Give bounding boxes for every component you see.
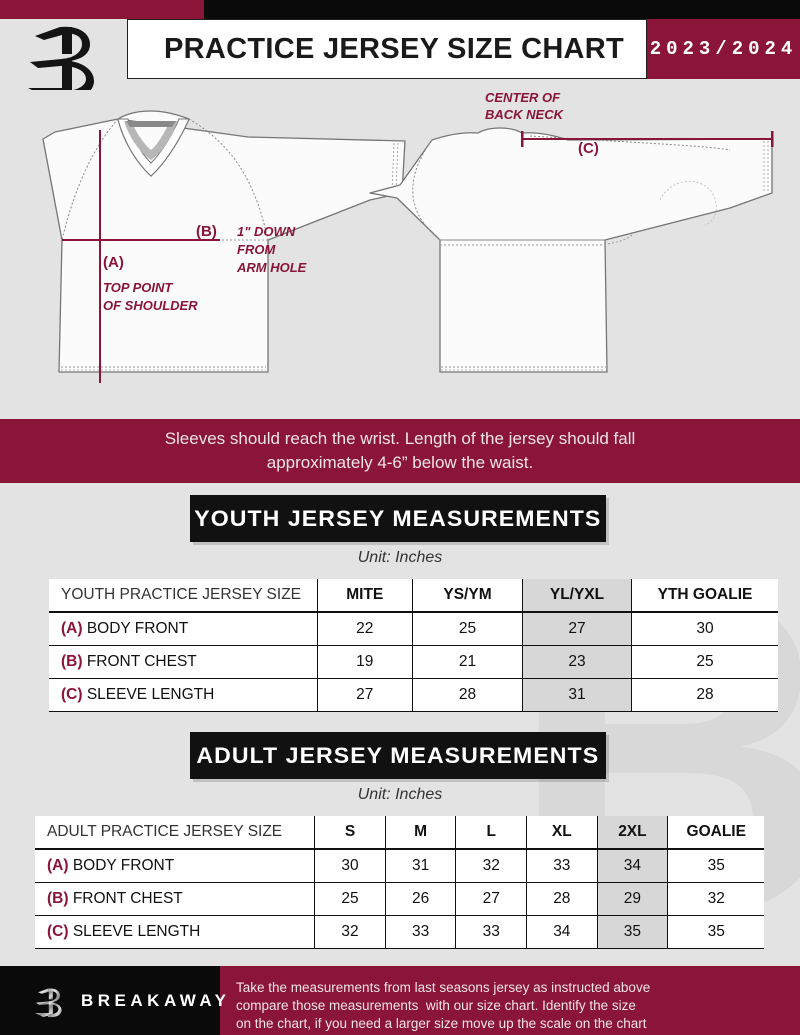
svg-text:TOP POINT: TOP POINT bbox=[103, 280, 173, 295]
svg-text:OF SHOULDER: OF SHOULDER bbox=[103, 298, 198, 313]
svg-text:CENTER OF: CENTER OF bbox=[485, 90, 561, 105]
svg-text:(B): (B) bbox=[196, 223, 217, 240]
svg-text:BACK NECK: BACK NECK bbox=[485, 107, 565, 122]
svg-text:(C): (C) bbox=[578, 140, 599, 157]
svg-text:1" DOWN: 1" DOWN bbox=[237, 224, 296, 239]
svg-text:ARM HOLE: ARM HOLE bbox=[236, 260, 307, 275]
svg-text:(A): (A) bbox=[103, 254, 124, 271]
svg-text:FROM: FROM bbox=[237, 242, 276, 257]
